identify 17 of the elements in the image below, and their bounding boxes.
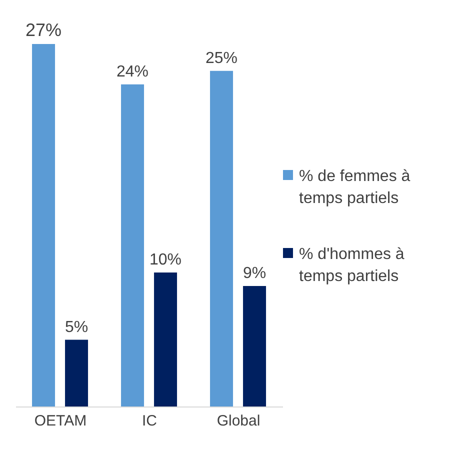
bar — [154, 272, 178, 407]
bar — [121, 84, 144, 407]
bar — [210, 70, 234, 407]
data-label: 24% — [116, 63, 149, 80]
x-tick-label: Global — [216, 412, 260, 430]
data-label: 5% — [64, 318, 88, 336]
bar — [65, 340, 88, 407]
data-label: 25% — [206, 50, 238, 67]
x-tick-label: IC — [142, 412, 158, 430]
bar — [243, 286, 266, 407]
legend-label: % de femmes à temps partiels — [299, 166, 412, 208]
data-label: 27% — [26, 20, 62, 40]
x-tick-label: OETAM — [34, 412, 87, 430]
data-label: 9% — [242, 265, 266, 282]
legend-label: % d'hommes à temps partiels — [299, 244, 406, 286]
bar — [32, 44, 56, 407]
data-label: 10% — [150, 252, 182, 269]
